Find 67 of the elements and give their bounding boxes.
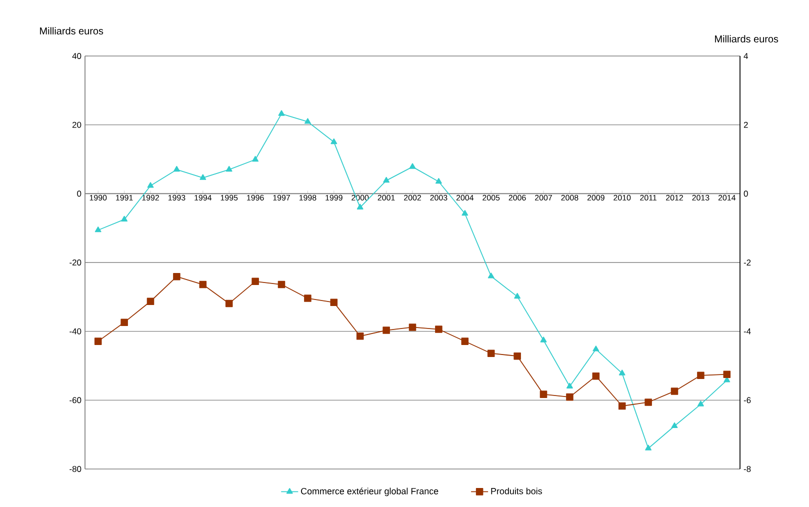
- point: [199, 280, 207, 288]
- point: [697, 372, 704, 380]
- point: [435, 326, 442, 333]
- y2-tick-label: -6: [744, 397, 751, 404]
- point: [200, 174, 206, 180]
- point: [94, 338, 102, 345]
- y-tick-label: 20: [72, 122, 82, 128]
- point: [462, 210, 468, 216]
- point: [723, 370, 731, 378]
- point: [540, 390, 548, 398]
- y-tick-label: -80: [70, 466, 82, 472]
- point: [592, 346, 600, 352]
- point: [487, 350, 495, 357]
- point: [225, 300, 233, 308]
- point: [618, 370, 626, 376]
- point: [488, 272, 494, 278]
- point: [356, 332, 364, 340]
- point: [671, 422, 678, 428]
- y2-tick-label: 2: [744, 122, 748, 128]
- point: [435, 178, 442, 184]
- y2-tick-label: -4: [744, 328, 751, 334]
- point: [173, 166, 180, 172]
- point: [514, 352, 521, 360]
- point: [330, 138, 338, 144]
- legend-label: Commerce extérieur global France: [301, 488, 438, 496]
- point: [226, 166, 232, 172]
- y-tick-label: 40: [72, 53, 82, 59]
- y2-tick-label: -8: [744, 466, 751, 472]
- point: [409, 163, 416, 169]
- point: [252, 156, 259, 162]
- point: [304, 118, 311, 124]
- point: [304, 294, 312, 302]
- point: [408, 324, 416, 331]
- point: [461, 338, 469, 345]
- y2-tick-label: -2: [744, 260, 751, 266]
- y-axis-title: Milliards euros: [40, 27, 104, 34]
- point: [173, 272, 180, 280]
- y-tick-label: 0: [77, 190, 82, 197]
- point: [252, 278, 259, 286]
- point: [382, 326, 390, 334]
- y-tick-label: -60: [70, 397, 82, 404]
- point: [278, 110, 285, 116]
- point: [566, 393, 574, 401]
- legend-label: Produits bois: [491, 488, 542, 494]
- y-tick-label: -40: [70, 328, 82, 334]
- point: [121, 216, 128, 222]
- point: [645, 444, 652, 450]
- point: [120, 318, 128, 326]
- point: [697, 400, 704, 406]
- point: [94, 226, 102, 232]
- point: [592, 372, 600, 380]
- y2-tick-label: 0: [744, 190, 748, 197]
- point: [146, 298, 154, 306]
- point: [566, 382, 573, 388]
- point: [514, 292, 521, 299]
- point: [356, 204, 364, 210]
- point: [618, 402, 626, 410]
- point: [670, 388, 678, 395]
- point: [540, 336, 547, 342]
- y2-axis-title: Milliards euros: [715, 35, 778, 42]
- y2-tick-label: 4: [744, 53, 748, 59]
- point: [644, 398, 652, 406]
- point: [383, 176, 390, 183]
- point: [147, 182, 154, 188]
- point: [278, 280, 286, 288]
- y-tick-label: -20: [70, 260, 82, 266]
- point: [330, 298, 338, 306]
